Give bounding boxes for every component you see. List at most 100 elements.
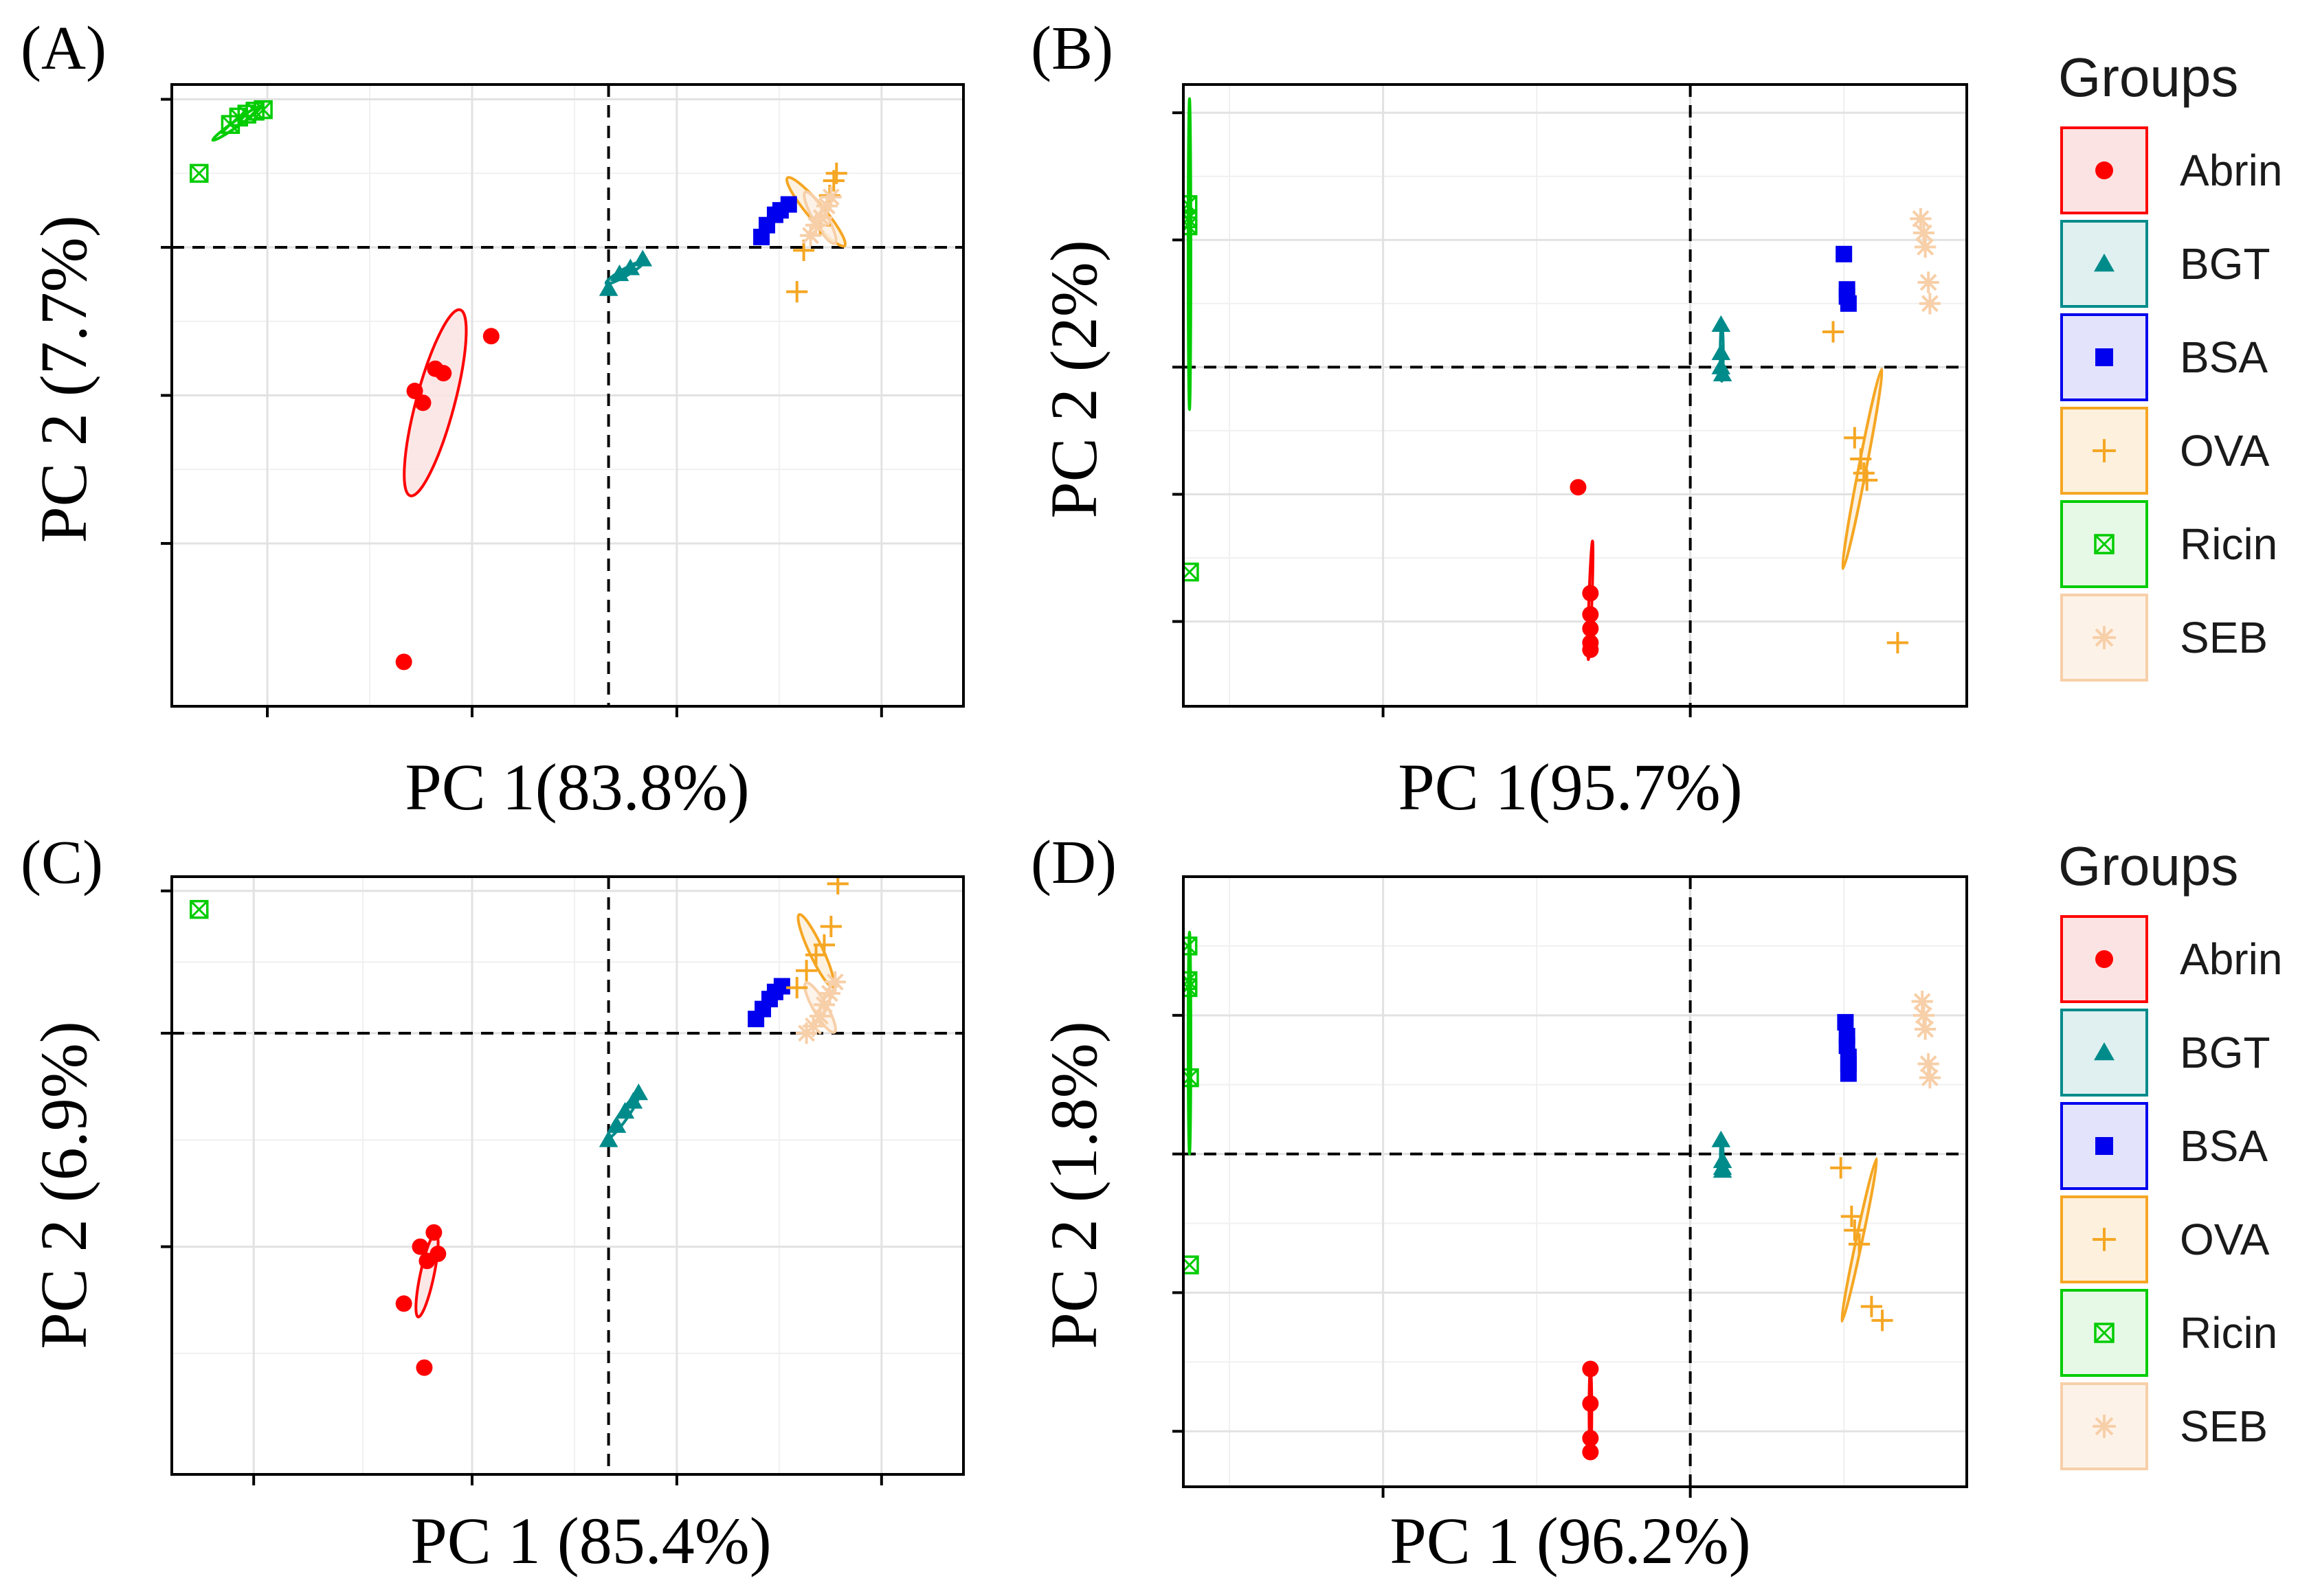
point-bgt (599, 1130, 618, 1147)
point-ricin (254, 100, 273, 120)
legend-symbol-ova (2093, 439, 2116, 462)
legend-symbol-bsa (2095, 348, 2113, 366)
point-ova (827, 877, 849, 895)
data-layer (189, 839, 849, 1376)
point-bgt (621, 258, 640, 276)
point-abrin (406, 383, 423, 400)
plot-frame (170, 875, 965, 1476)
legend-item-seb: SEB (2060, 594, 2268, 682)
legend-item-ricin: Ricin (2060, 500, 2277, 588)
panel-label-c: (C) (21, 829, 103, 897)
point-ova (1850, 448, 1872, 470)
point-abrin (414, 394, 432, 412)
point-ova (795, 960, 818, 982)
point-abrin (1582, 1395, 1599, 1412)
legend-item-bgt: BGT (2060, 1009, 2271, 1097)
data-layer (1183, 930, 1941, 1461)
point-abrin (1582, 620, 1599, 637)
confidence-ellipse-ricin (1186, 930, 1192, 1156)
legend-symbol-seb (2093, 1415, 2116, 1438)
legend-item-bsa: BSA (2060, 1102, 2268, 1190)
point-bgt (629, 1083, 649, 1101)
legend-bottom: Groups Abrin BGT BSA OVA Ricin SEB (2058, 835, 2282, 1470)
panel-c-xlabel: PC 1 (85.4%) (410, 1504, 771, 1577)
point-ova (1844, 427, 1866, 449)
panel-a-ylabel: PC 2 (7.7%) (27, 215, 100, 543)
point-ricin (189, 899, 209, 919)
point-ova (1830, 1157, 1852, 1179)
point-abrin (395, 653, 412, 671)
point-abrin (416, 1359, 433, 1376)
point-ova (1886, 631, 1909, 654)
legend-label-seb: SEB (2180, 613, 2268, 662)
point-ova (1860, 1296, 1883, 1318)
point-seb (1912, 1004, 1935, 1026)
legend-title: Groups (2058, 47, 2238, 108)
panel-label-b: (B) (1031, 14, 1113, 82)
panel-label-a: (A) (21, 14, 107, 82)
legend-item-ova: OVA (2060, 1195, 2270, 1283)
data-layer (1183, 97, 1941, 662)
point-seb (1912, 222, 1935, 244)
point-abrin (1582, 1430, 1599, 1447)
gridlines (1183, 85, 1967, 706)
legend-title: Groups (2058, 835, 2238, 897)
point-ova (786, 281, 808, 303)
point-ricin (225, 839, 241, 855)
point-bsa (780, 196, 797, 213)
plot-frame (1182, 875, 1968, 1488)
point-abrin (482, 328, 500, 345)
point-abrin (1582, 585, 1599, 602)
confidence-ellipse-ricin (1186, 97, 1192, 412)
point-bsa (773, 978, 790, 995)
panel-b-ylabel: PC 2 (2%) (1037, 240, 1111, 518)
point-seb (1910, 207, 1932, 229)
legend-label-bsa: BSA (2180, 333, 2268, 382)
legend-label-abrin: Abrin (2180, 934, 2282, 984)
legend-symbol-abrin (2095, 950, 2113, 968)
point-ova (786, 976, 808, 999)
point-seb (820, 186, 842, 208)
panel-d-xlabel: PC 1 (96.2%) (1390, 1504, 1750, 1577)
panel-d-plot (1172, 875, 1968, 1498)
panel-a-xlabel: PC 1(83.8%) (405, 750, 749, 824)
legend-label-seb: SEB (2180, 1402, 2268, 1451)
legend-symbol-bgt (2094, 254, 2115, 272)
point-ricin (1183, 936, 1198, 956)
point-ova (820, 915, 842, 938)
legend-symbol-bsa (2095, 1137, 2113, 1155)
point-ricin (215, 850, 232, 866)
legend-item-ricin: Ricin (2060, 1289, 2277, 1377)
point-seb (816, 195, 838, 217)
legend-label-ova: OVA (2180, 1215, 2270, 1264)
panel-c-plot (161, 839, 965, 1485)
gridlines (172, 85, 963, 706)
point-abrin (1570, 479, 1587, 496)
point-bgt (633, 249, 653, 267)
legend-symbol-ricin (2094, 1323, 2115, 1343)
legend-symbol-ricin (2094, 534, 2115, 554)
legend-label-abrin: Abrin (2180, 146, 2282, 195)
gridlines (1183, 877, 1967, 1487)
point-bgt (1711, 343, 1731, 361)
legend-label-ova: OVA (2180, 426, 2270, 475)
point-seb (1915, 1018, 1937, 1040)
point-abrin (395, 1295, 412, 1312)
point-ova (1848, 1233, 1871, 1255)
legend-top: Groups Abrin BGT BSA OVA Ricin SEB (2058, 47, 2282, 682)
panel-a-plot (161, 83, 965, 717)
panel-label-d: (D) (1031, 829, 1117, 897)
panel-c-ylabel: PC 2 (6.9%) (27, 1021, 100, 1349)
point-bgt (607, 1116, 627, 1133)
point-bgt (1711, 315, 1731, 333)
panel-b-plot (1172, 83, 1968, 717)
legend-key (2060, 220, 2148, 308)
point-ricin (189, 164, 209, 183)
legend-item-ova: OVA (2060, 407, 2270, 495)
point-ova (813, 934, 836, 956)
legend-symbol-bgt (2094, 1042, 2115, 1061)
point-abrin (430, 1245, 447, 1262)
point-ricin (1183, 216, 1198, 236)
point-bgt (1713, 1161, 1732, 1178)
